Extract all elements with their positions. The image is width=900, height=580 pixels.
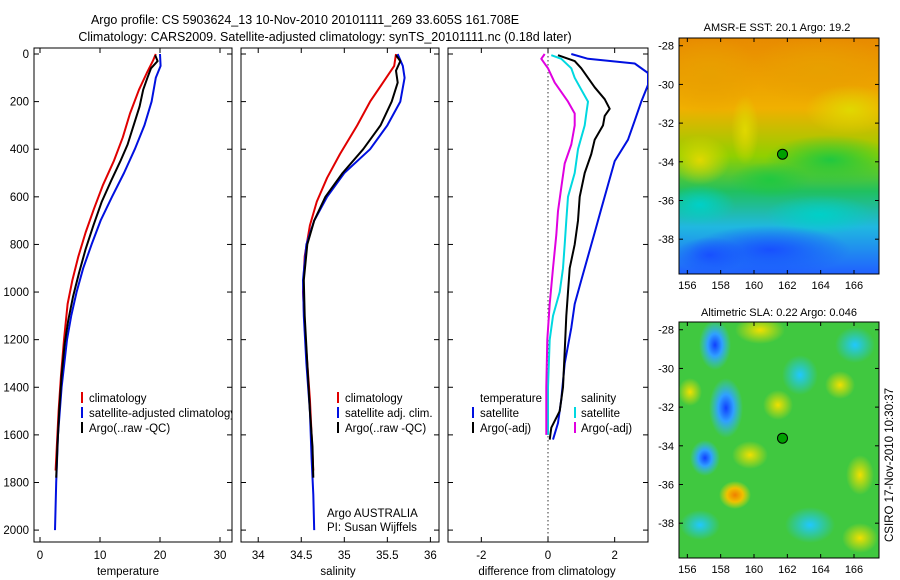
argo-location-marker: [777, 148, 788, 160]
y-tick-label: 800: [10, 239, 29, 251]
x-tick-label: 2: [611, 550, 617, 562]
temperature-legend: climatology satellite-adjusted climatolo…: [81, 392, 236, 435]
x-tick-label: 35: [338, 550, 351, 562]
map-y-tick-label: -38: [658, 234, 674, 246]
map-x-tick-label: 160: [745, 280, 763, 292]
figure-title-line1: Argo profile: CS 5903624_13 10-Nov-2010 …: [91, 13, 519, 27]
series-line-satellite: [302, 53, 406, 531]
y-tick-label: 1200: [3, 335, 29, 347]
legend-heading-salinity: salinity: [581, 393, 616, 405]
x-tick-label: -2: [476, 550, 486, 562]
sla-map-title: Altimetric SLA: 0.22 Argo: 0.046: [701, 307, 857, 319]
legend-label-argo: Argo(..raw -QC): [89, 423, 170, 435]
map-x-tick-label: 162: [778, 564, 796, 576]
map-y-tick-label: -30: [658, 363, 674, 375]
y-tick-label: 0: [23, 49, 29, 61]
series-line-temp_sat: [552, 53, 648, 440]
map-y-tick-label: -30: [658, 79, 674, 91]
series-line-argo: [302, 54, 402, 478]
x-tick-label: 0: [37, 550, 43, 562]
map-y-tick-label: -34: [658, 157, 674, 169]
map-x-tick-label: 162: [778, 280, 796, 292]
map-y-tick-label: -36: [658, 195, 674, 207]
legend-label-satellite: satellite adj. clim.: [345, 408, 433, 420]
map-x-tick-label: 158: [711, 280, 729, 292]
y-tick-label: 1400: [3, 382, 29, 394]
x-tick-label: 36: [424, 550, 437, 562]
salinity-xlabel: salinity: [320, 566, 355, 578]
difference-axes-frame: [447, 47, 649, 543]
map-y-tick-label: -36: [658, 479, 674, 491]
map-x-tick-label: 166: [845, 564, 863, 576]
temperature-panel: 0 10 20 30 0 200 400 600 800 1000 1200 1400 1600 1800…: [3, 47, 236, 578]
y-tick-label: 400: [10, 144, 29, 156]
x-tick-label: 0: [545, 550, 551, 562]
salinity-axes-frame: [240, 47, 440, 543]
legend-heading-temperature: temperature: [480, 393, 542, 405]
series-line-argo: [55, 54, 159, 478]
y-tick-label: 600: [10, 192, 29, 204]
salinity-legend: climatology satellite adj. clim. Argo(..…: [337, 392, 433, 435]
sst-map-frame: [678, 37, 880, 275]
map-y-tick-label: -34: [658, 441, 674, 453]
y-tick-label: 1600: [3, 430, 29, 442]
legend-label-temp-satellite: satellite: [480, 408, 519, 420]
series-line-sal_sat: [547, 54, 589, 435]
map-y-tick-label: -38: [658, 518, 674, 530]
credit-text: CSIRO 17-Nov-2010 10:30:37: [884, 388, 896, 542]
map-x-tick-label: 158: [711, 564, 729, 576]
series-line-sal_argo: [540, 53, 576, 435]
salinity-annotation-line2: PI: Susan Wijffels: [327, 522, 417, 534]
legend-label-argo: Argo(..raw -QC): [345, 423, 426, 435]
series-line-temp_argo: [548, 54, 611, 440]
y-tick-label: 200: [10, 97, 29, 109]
legend-label-climatology: climatology: [89, 393, 147, 405]
y-tick-label: 1000: [3, 287, 29, 299]
map-y-tick-label: -28: [658, 41, 674, 53]
map-y-tick-label: -32: [658, 402, 674, 414]
map-x-tick-label: 164: [811, 564, 829, 576]
argo-location-marker: [777, 432, 788, 444]
sla-map-panel: Altimetric SLA: 0.22 Argo: 0.046 156 158 1…: [658, 307, 880, 576]
legend-label-sal-satellite: satellite: [581, 408, 620, 420]
legend-label-temp-argo: Argo(-adj): [480, 423, 531, 435]
temperature-xlabel: temperature: [97, 566, 159, 578]
x-tick-label: 30: [214, 550, 227, 562]
map-y-tick-label: -28: [658, 325, 674, 337]
x-tick-label: 35.5: [376, 550, 398, 562]
sla-map-frame: [678, 321, 880, 559]
difference-xlabel: difference from climatology: [478, 566, 615, 578]
x-tick-label: 10: [94, 550, 107, 562]
legend-label-satellite: satellite-adjusted climatology: [89, 408, 236, 420]
x-tick-label: 20: [154, 550, 167, 562]
salinity-annotation-line1: Argo AUSTRALIA: [327, 508, 418, 520]
legend-label-sal-argo: Argo(-adj): [581, 423, 632, 435]
figure-title-line2: Climatology: CARS2009. Satellite-adjuste…: [78, 30, 571, 44]
salinity-panel: 34 34.5 35 35.5 36 salinity climatology sate…: [240, 47, 440, 578]
y-tick-label: 1800: [3, 477, 29, 489]
map-y-tick-label: -32: [658, 118, 674, 130]
legend-label-climatology: climatology: [345, 393, 403, 405]
difference-panel: -2 0 2 difference from climatology tempera…: [447, 47, 649, 578]
map-x-tick-label: 156: [678, 564, 696, 576]
difference-legend: temperature satellite Argo(-adj) salinit…: [472, 393, 632, 435]
x-tick-label: 34.5: [290, 550, 312, 562]
x-tick-label: 34: [252, 550, 265, 562]
map-x-tick-label: 160: [745, 564, 763, 576]
temperature-axes-frame: [33, 47, 233, 543]
y-tick-label: 2000: [3, 525, 29, 537]
sst-map-title: AMSR-E SST: 20.1 Argo: 19.2: [704, 22, 851, 34]
sst-map-panel: AMSR-E SST: 20.1 Argo: 19.2 156 158 160 162…: [658, 22, 880, 292]
map-x-tick-label: 164: [811, 280, 829, 292]
map-x-tick-label: 166: [845, 280, 863, 292]
map-x-tick-label: 156: [678, 280, 696, 292]
